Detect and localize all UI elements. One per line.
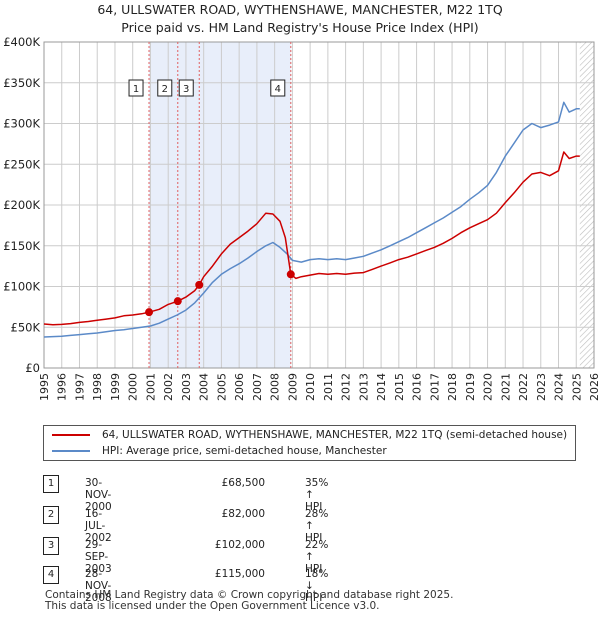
transaction-label: 3 — [183, 84, 189, 95]
transaction-label-box — [178, 79, 194, 97]
transaction-hpi-diff: 28% ↑ HPI — [305, 508, 329, 544]
legend-label-property: 64, ULLSWATER ROAD, WYTHENSHAWE, MANCHES… — [102, 429, 568, 441]
transaction-label: 2 — [162, 84, 168, 95]
transaction-point — [286, 270, 295, 279]
x-tick-label: 2009 — [286, 373, 299, 401]
chart-legend: 64, ULLSWATER ROAD, WYTHENSHAWE, MANCHES… — [43, 425, 576, 461]
transaction-date: 28-NOV-2008 — [85, 568, 112, 604]
x-tick-label: 2003 — [180, 373, 193, 401]
transaction-date: 16-JUL-2002 — [85, 508, 112, 544]
legend-item-hpi: HPI: Average price, semi-detached house,… — [52, 443, 387, 459]
transaction-label-box — [157, 79, 173, 97]
x-tick-label: 2022 — [517, 373, 530, 401]
transaction-hpi-diff: 22% ↑ HPI — [305, 539, 329, 575]
chart-title-line1: 64, ULLSWATER ROAD, WYTHENSHAWE, MANCHES… — [97, 2, 503, 17]
y-tick-label: £400K — [3, 35, 40, 49]
transaction-point — [145, 308, 154, 317]
chart-title-line2: Price paid vs. HM Land Registry's House … — [121, 20, 479, 35]
transaction-price: £82,000 — [221, 508, 265, 520]
x-tick-label: 2011 — [322, 373, 335, 401]
y-tick-label: £100K — [3, 280, 40, 294]
x-tick-label: 1995 — [38, 373, 51, 401]
x-tick-label: 2015 — [393, 373, 406, 401]
x-tick-label: 2025 — [570, 373, 583, 401]
transaction-point — [173, 297, 182, 306]
legend-swatch-hpi — [52, 450, 90, 452]
transaction-date: 29-SEP-2003 — [85, 539, 112, 575]
transaction-label-box — [128, 79, 144, 97]
x-tick-label: 2002 — [162, 373, 175, 401]
x-tick-label: 2000 — [127, 373, 140, 401]
y-tick-label: £150K — [3, 239, 40, 253]
y-tick-label: £50K — [11, 320, 41, 334]
transaction-hpi-diff: 35% ↑ HPI — [305, 477, 329, 513]
y-tick-label: £300K — [3, 117, 40, 131]
transaction-number: 2 — [43, 506, 59, 524]
x-tick-label: 2024 — [553, 373, 566, 401]
x-tick-label: 2018 — [446, 373, 459, 401]
transaction-date: 30-NOV-2000 — [85, 477, 112, 513]
transaction-hpi-diff: 18% ↓ HPI — [305, 568, 329, 604]
y-tick-label: £200K — [3, 198, 40, 212]
price-chart: £0 £50K £100K £150K £200K £250K £300K £350K £400… — [3, 35, 600, 401]
y-tick-label: £0 — [25, 361, 40, 375]
x-tick-label: 1998 — [91, 373, 104, 401]
x-tick-label: 1996 — [56, 373, 69, 401]
x-tick-label: 2007 — [251, 373, 264, 401]
transaction-label: 4 — [275, 84, 281, 95]
footer-licence: This data is licensed under the Open Gov… — [45, 600, 380, 612]
transaction-price: £115,000 — [214, 568, 265, 580]
x-tick-label: 2013 — [357, 373, 370, 401]
transaction-price: £68,500 — [221, 477, 265, 489]
x-tick-label: 2017 — [428, 373, 441, 401]
y-tick-label: £350K — [3, 76, 40, 90]
x-tick-label: 2019 — [464, 373, 477, 401]
footer-copyright: Contains HM Land Registry data © Crown c… — [45, 589, 454, 601]
x-tick-label: 1999 — [109, 373, 122, 401]
x-tick-label: 2006 — [233, 373, 246, 401]
x-tick-label: 2012 — [340, 373, 353, 401]
x-tick-label: 2005 — [215, 373, 228, 401]
transaction-number: 4 — [43, 566, 59, 584]
x-tick-label: 2021 — [499, 373, 512, 401]
property-price-line — [43, 151, 580, 326]
transaction-label-box — [270, 79, 286, 97]
x-tick-label: 2008 — [269, 373, 282, 401]
y-tick-label: £250K — [3, 157, 40, 171]
transaction-number: 3 — [43, 537, 59, 555]
legend-label-hpi: HPI: Average price, semi-detached house,… — [102, 445, 387, 457]
x-tick-label: 2026 — [588, 373, 600, 401]
x-tick-label: 2020 — [482, 373, 495, 401]
transaction-price: £102,000 — [214, 539, 265, 551]
x-tick-label: 2010 — [304, 373, 317, 401]
x-tick-label: 2016 — [411, 373, 424, 401]
x-tick-label: 2004 — [198, 373, 211, 401]
transaction-point — [195, 280, 204, 289]
plot-frame — [43, 41, 595, 369]
x-tick-label: 2001 — [144, 373, 157, 401]
transaction-number: 1 — [43, 475, 59, 493]
legend-swatch-property — [52, 434, 90, 436]
hpi-line — [43, 101, 580, 338]
legend-item-property: 64, ULLSWATER ROAD, WYTHENSHAWE, MANCHES… — [52, 427, 567, 443]
x-tick-label: 2023 — [535, 373, 548, 401]
transaction-label: 1 — [133, 84, 139, 95]
x-tick-label: 2014 — [375, 373, 388, 401]
x-tick-label: 1997 — [73, 373, 86, 401]
